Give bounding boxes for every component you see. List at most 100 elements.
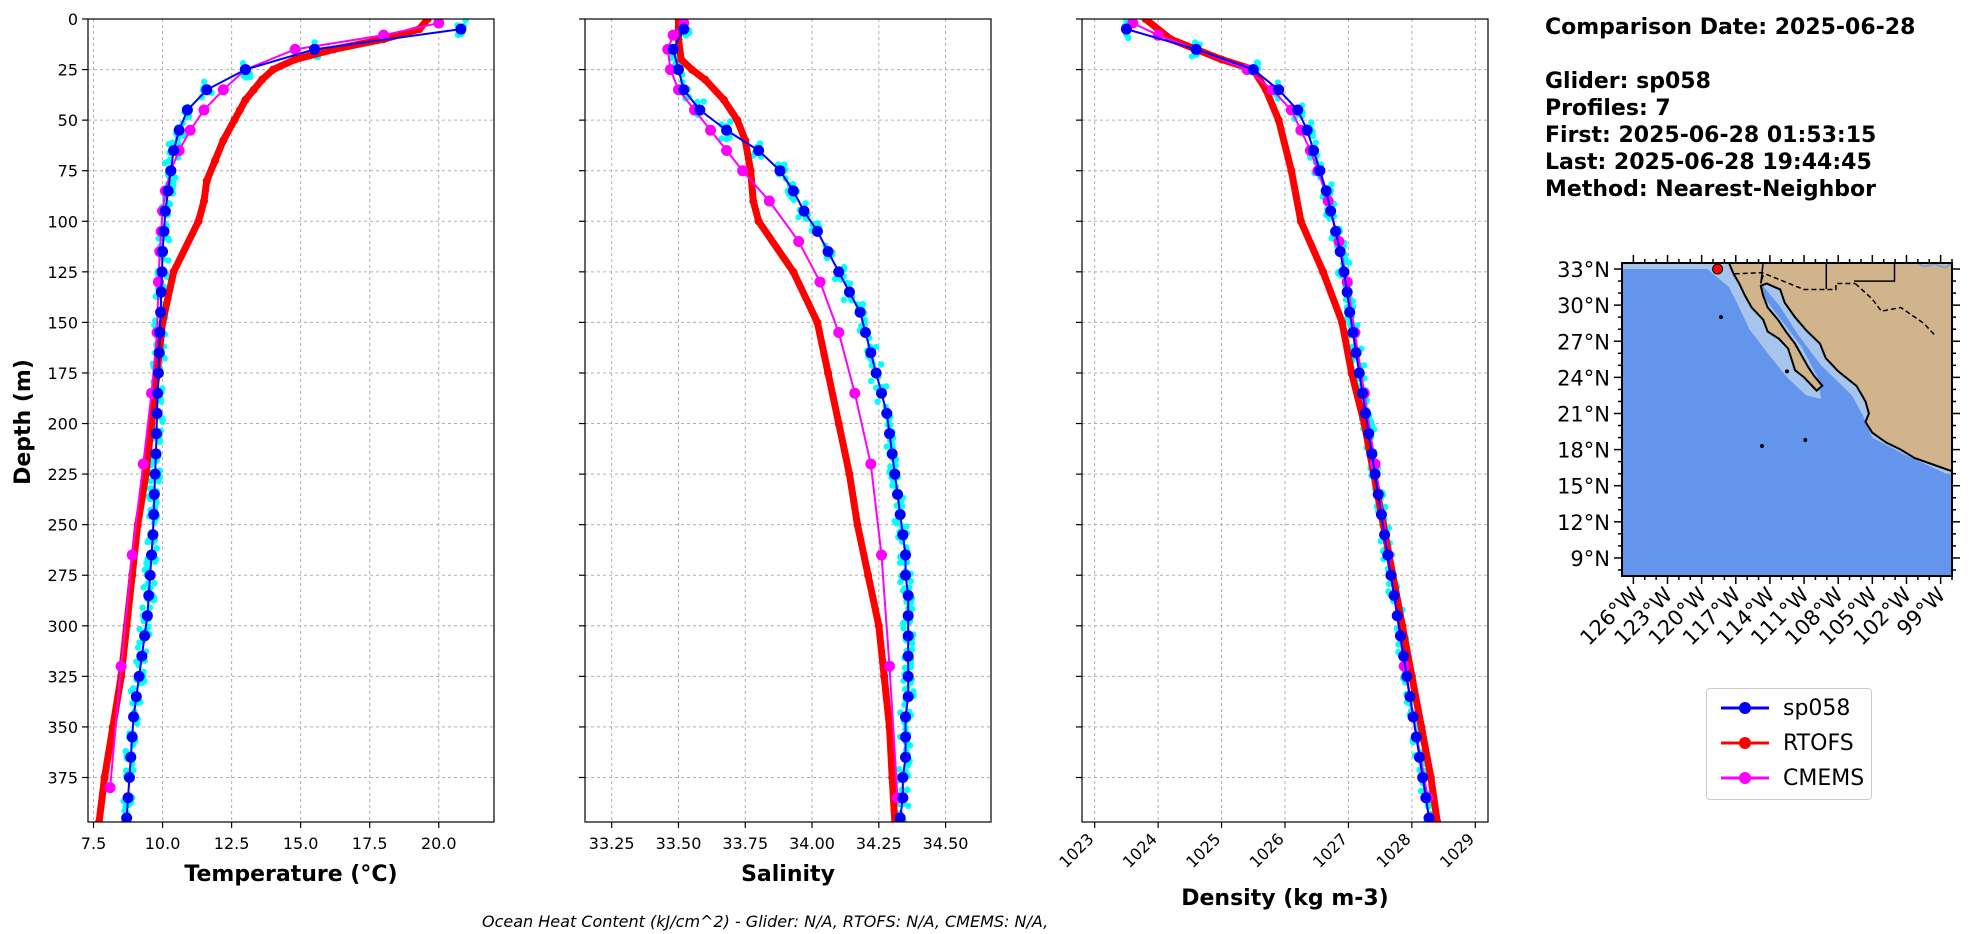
rtofs-point xyxy=(1274,116,1283,125)
cmems-point xyxy=(126,549,138,561)
rtofs-point xyxy=(880,672,889,681)
cmems-point xyxy=(378,29,390,41)
x-tick-label: 12.5 xyxy=(214,834,250,853)
sp058-point xyxy=(1366,448,1378,460)
y-tick-label: 125 xyxy=(47,263,78,282)
x-tick-label: 1024 xyxy=(1119,829,1161,871)
cmems-line xyxy=(1132,22,1429,798)
sp058-point xyxy=(121,812,133,822)
glider-position-marker xyxy=(1712,263,1724,275)
sp058-point xyxy=(1344,306,1356,318)
glider-raw-point xyxy=(157,398,165,405)
cmems-point xyxy=(433,19,445,29)
sp058-point xyxy=(859,327,871,339)
glider-raw-profiles xyxy=(664,22,917,830)
border-us-mexico xyxy=(1734,271,1856,291)
sp058-point xyxy=(455,23,467,35)
sp058-point xyxy=(162,185,174,197)
map-lat-label: 33°N xyxy=(1557,258,1610,282)
cmems-point xyxy=(875,549,887,561)
sp058-point xyxy=(1388,589,1400,601)
profile-count: Profiles: 7 xyxy=(1545,96,1671,121)
sp058-point xyxy=(143,589,155,601)
glider-raw-point xyxy=(122,747,129,755)
rtofs-point xyxy=(733,116,742,125)
plot-area xyxy=(662,19,917,830)
glider-raw-point xyxy=(846,280,854,287)
island xyxy=(1719,315,1723,320)
glider-raw-point xyxy=(118,824,124,830)
glider-raw-point xyxy=(136,625,143,633)
glider-raw-point xyxy=(907,577,914,585)
glider-raw-point xyxy=(1431,821,1435,822)
rtofs-point xyxy=(258,75,266,84)
sp058-point xyxy=(897,529,909,541)
x-tick-label: 1023 xyxy=(1055,829,1097,871)
cmems-point xyxy=(849,387,861,399)
sp058-point xyxy=(149,468,161,480)
sp058-point xyxy=(168,144,180,156)
glider-raw-point xyxy=(166,200,174,208)
cmems-point xyxy=(814,276,826,288)
sp058-point xyxy=(158,225,170,237)
y-tick-label: 325 xyxy=(47,667,78,686)
rtofs-point xyxy=(1296,217,1305,226)
cmems-point xyxy=(198,104,210,116)
rtofs-point xyxy=(1141,19,1150,23)
rtofs-point xyxy=(194,217,203,226)
sp058-point xyxy=(126,731,138,743)
panel-salinity: 33.25 33.50 33.75 34.00 34.25 34.50 Salinity xyxy=(579,18,992,887)
cmems-point xyxy=(763,195,775,207)
sp058-point xyxy=(894,812,906,822)
sp058-point xyxy=(833,266,845,278)
sp058-point xyxy=(774,165,786,177)
sp058-point xyxy=(1363,428,1375,440)
glider-raw-profiles xyxy=(1121,19,1435,828)
rtofs-line xyxy=(1143,19,1441,822)
glider-name: Glider: sp058 xyxy=(1545,69,1711,94)
glider-raw-point xyxy=(894,824,900,830)
sp058-point xyxy=(1369,468,1381,480)
method: Method: Nearest-Neighbor xyxy=(1545,177,1876,202)
shelf-top xyxy=(1622,263,1714,269)
plot-area xyxy=(1120,19,1442,828)
rtofs-point xyxy=(241,95,250,104)
sp058-point xyxy=(900,711,912,723)
map-frame xyxy=(1621,262,1953,577)
sp058-point xyxy=(753,144,765,156)
sp058-point xyxy=(156,266,168,278)
sp058-point xyxy=(811,225,823,237)
glider-raw-point xyxy=(1125,34,1132,42)
y-tick-label: 25 xyxy=(58,61,78,80)
glider-raw-point xyxy=(200,78,208,85)
cmems-point xyxy=(884,660,895,672)
sp058-point xyxy=(141,610,153,622)
sp058-point xyxy=(667,43,679,55)
sp058-point xyxy=(884,428,895,440)
sp058-point xyxy=(694,104,706,116)
rtofs-line xyxy=(95,19,431,822)
x-tick-label: 15.0 xyxy=(283,834,319,853)
glider-raw-point xyxy=(877,361,885,368)
rtofs-point xyxy=(423,19,432,23)
glider-raw-point xyxy=(1426,822,1432,828)
rtofs-point xyxy=(291,55,300,64)
sp058-point xyxy=(148,488,160,500)
glider-raw-point xyxy=(896,823,902,829)
sp058-point xyxy=(889,468,901,480)
glider-raw-point xyxy=(164,257,172,264)
rtofs-line xyxy=(674,19,899,822)
rtofs-point xyxy=(789,267,798,276)
sp058-point xyxy=(1382,549,1394,561)
sp058-point xyxy=(721,124,733,136)
sp058-point xyxy=(153,347,165,359)
map-lat-label: 30°N xyxy=(1557,294,1610,318)
sp058-point xyxy=(1413,751,1425,763)
glider-raw-point xyxy=(1309,132,1316,140)
ohc-footer: Ocean Heat Content (kJ/cm^2) - Glider: N… xyxy=(482,912,1049,931)
sp058-point xyxy=(1401,670,1413,682)
sp058-point xyxy=(902,670,914,682)
x-tick-label: 1028 xyxy=(1372,829,1414,871)
y-tick-label: 350 xyxy=(47,718,78,737)
cmems-point xyxy=(104,782,116,794)
